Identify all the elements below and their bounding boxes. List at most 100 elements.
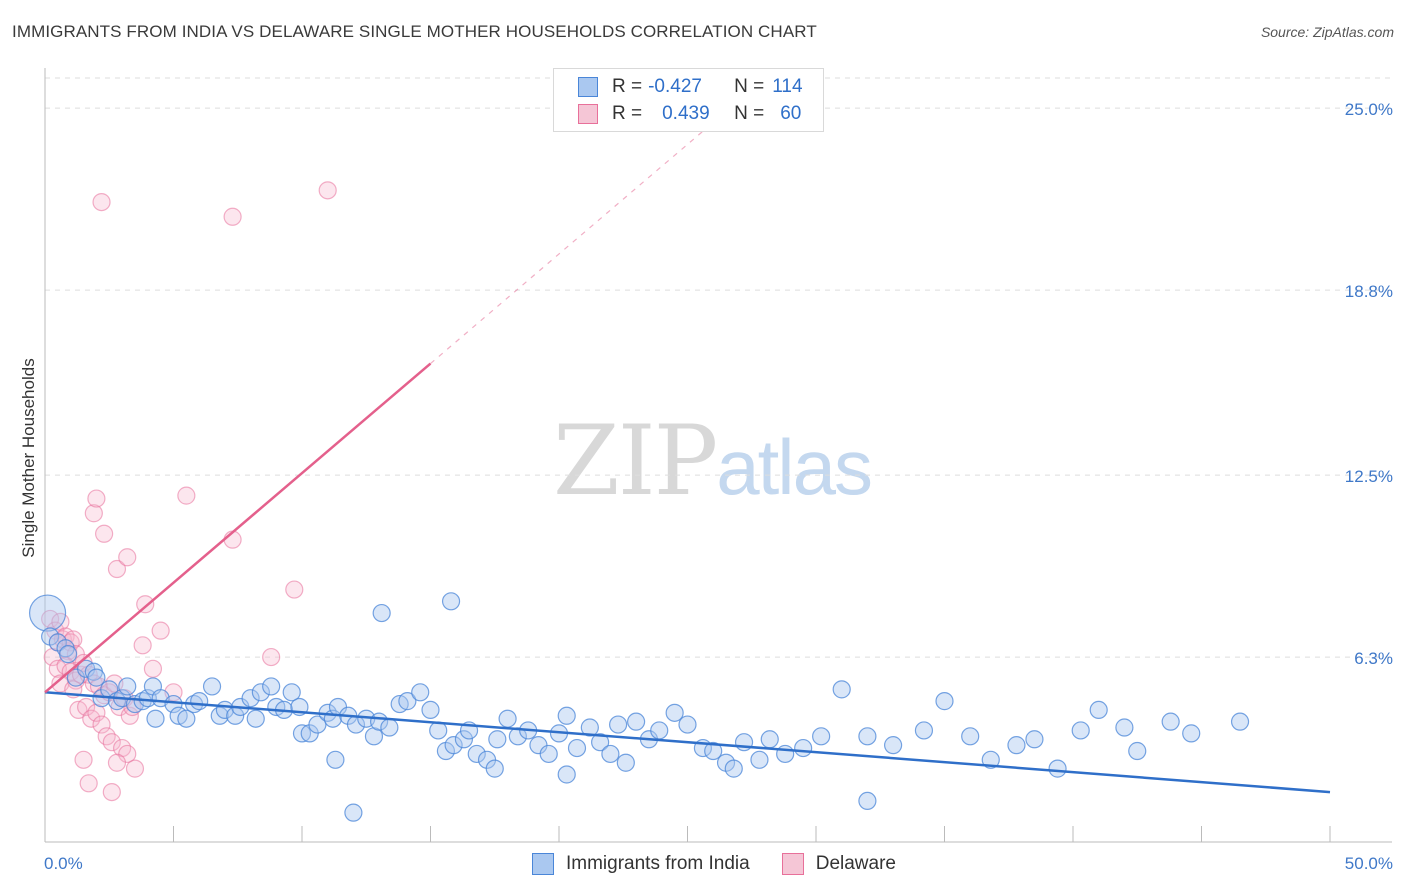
india-point [146, 709, 165, 728]
legend-r-value: 0.439 [662, 103, 710, 124]
india-point [177, 709, 196, 728]
india-point [650, 721, 669, 740]
delaware-point [79, 774, 98, 793]
gridlines [45, 77, 1392, 658]
india-point [858, 791, 877, 811]
india-points [28, 592, 1250, 822]
delaware-point [77, 697, 96, 717]
delaware-point [318, 181, 337, 200]
india-point [832, 680, 851, 699]
india-point [241, 689, 260, 708]
india-point [398, 692, 417, 711]
india-point [580, 718, 599, 737]
delaware-point [95, 524, 114, 543]
delaware-point [151, 621, 170, 640]
india-point [557, 765, 576, 784]
delaware-point [102, 733, 121, 752]
india-point [704, 741, 723, 761]
y-tick-label: 6.3% [1354, 649, 1393, 668]
delaware-swatch [578, 104, 598, 124]
legend-r-label: R = [612, 103, 643, 124]
delaware-point [107, 559, 127, 579]
delaware-point [118, 548, 137, 567]
india-point [601, 744, 620, 764]
delaware-point [92, 192, 111, 212]
delaware-point [61, 633, 80, 652]
india-point [812, 727, 831, 746]
delaware-point [133, 636, 152, 655]
india-point [441, 592, 461, 611]
india-point [665, 703, 684, 722]
india-point [883, 736, 903, 755]
legend-n-value: 114 [772, 76, 803, 97]
stats-legend: R = -0.427 N = 114 R = 0.439 N = 60 [553, 68, 824, 132]
legend-n-value: 60 [780, 103, 802, 124]
india-point [858, 727, 877, 746]
y-tick-label: 12.5% [1345, 467, 1393, 486]
delaware-point [74, 750, 93, 769]
india-point [292, 724, 312, 743]
y-axis-label: Single Mother Households [19, 358, 38, 557]
india-point [750, 750, 769, 769]
india-point [724, 759, 743, 778]
watermark-zip: ZIP [553, 405, 718, 517]
india-point [202, 677, 222, 696]
legend-item-india: Immigrants from India [532, 853, 750, 875]
india-point [557, 706, 576, 725]
axes [44, 68, 1392, 843]
india-trend-line [44, 691, 1331, 794]
legend-r-label: R = [612, 76, 643, 97]
india-point [776, 744, 795, 764]
india-point [794, 738, 813, 758]
legend-row-india: R = -0.427 N = 114 [578, 74, 803, 100]
india-point [485, 759, 504, 778]
india-point [981, 750, 1000, 769]
india-point [210, 706, 229, 725]
delaware-point [97, 727, 116, 746]
legend-r-value: -0.427 [648, 76, 702, 97]
delaware-point [84, 504, 103, 523]
india-point [344, 803, 363, 822]
delaware-point [107, 753, 127, 772]
india-point [246, 709, 265, 728]
india-point [914, 721, 934, 740]
tick-labels: 6.3% 12.5% 18.8% 25.0% 0.0% 50.0% [44, 100, 1393, 873]
india-point [498, 709, 517, 728]
india-point [1115, 718, 1134, 737]
legend-item-delaware: Delaware [781, 853, 896, 875]
india-point [444, 736, 463, 755]
x-tick-label: 50.0% [1345, 854, 1393, 873]
india-point [118, 677, 137, 696]
india-point [1230, 712, 1250, 731]
delaware-point [262, 647, 281, 667]
watermark: ZIPatlas [553, 405, 873, 517]
india-point [411, 683, 430, 702]
india-point [609, 715, 628, 734]
india-point [539, 744, 558, 764]
india-point [591, 733, 610, 752]
india-point [678, 715, 697, 734]
delaware-point [125, 759, 145, 778]
delaware-point [136, 595, 155, 614]
delaware-point [102, 782, 121, 802]
india-point [935, 692, 954, 711]
delaware-point [92, 715, 111, 734]
india-point [454, 730, 474, 749]
india-point [1048, 759, 1067, 778]
india-point [138, 689, 157, 708]
series-legend: Immigrants from India Delaware [532, 853, 928, 875]
delaware-point [143, 659, 163, 678]
delaware-legend-label: Delaware [815, 853, 896, 874]
india-point [760, 730, 779, 749]
delaware-trend-extension [430, 101, 738, 364]
india-point [1128, 741, 1147, 761]
delaware-point [41, 609, 60, 629]
india-point [626, 712, 646, 731]
legend-n-label: N = [734, 103, 765, 124]
y-tick-label: 25.0% [1345, 100, 1393, 119]
india-point [488, 730, 507, 749]
india-point [1071, 721, 1090, 740]
delaware-point [87, 489, 106, 508]
india-point [87, 668, 106, 687]
